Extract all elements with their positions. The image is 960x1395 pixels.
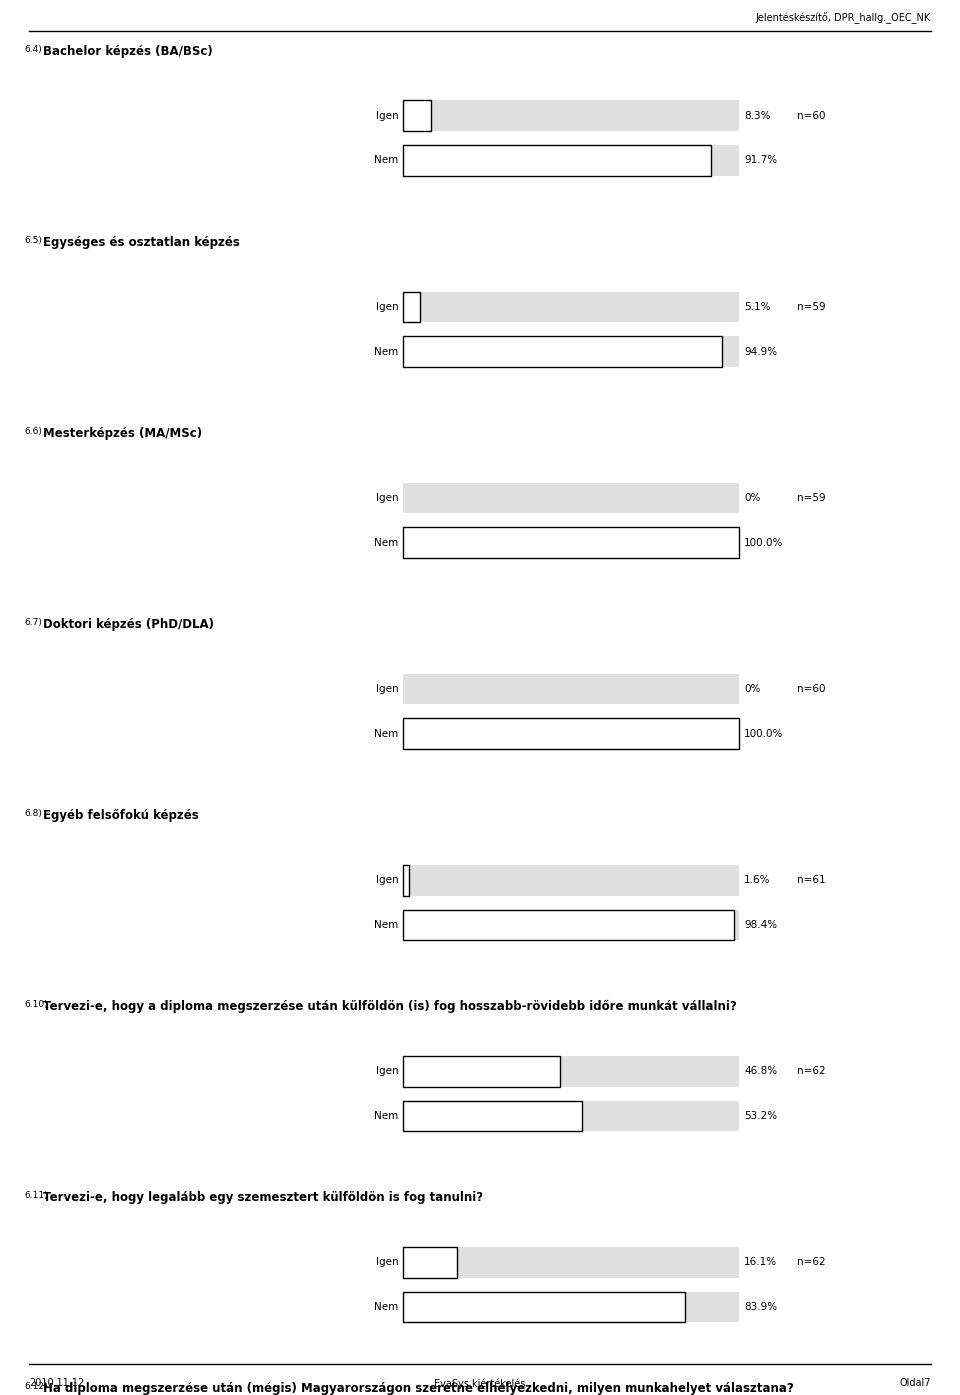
Text: Bachelor képzés (BA/BSc): Bachelor képzés (BA/BSc) — [43, 45, 213, 57]
Text: 2010.11.12: 2010.11.12 — [29, 1378, 84, 1388]
Text: 5.1%: 5.1% — [744, 301, 771, 312]
Text: n=60: n=60 — [797, 110, 826, 121]
Text: 83.9%: 83.9% — [744, 1302, 778, 1313]
Text: 98.4%: 98.4% — [744, 919, 778, 930]
Text: Doktori képzés (PhD/DLA): Doktori képzés (PhD/DLA) — [43, 618, 214, 631]
Text: Nem: Nem — [374, 537, 398, 548]
Text: 6.11): 6.11) — [24, 1191, 48, 1200]
Bar — [403, 336, 722, 367]
Bar — [403, 1292, 739, 1322]
Text: 6.7): 6.7) — [24, 618, 42, 626]
Bar — [403, 527, 739, 558]
Bar — [403, 718, 739, 749]
Text: Egységes és osztatlan képzés: Egységes és osztatlan képzés — [43, 236, 240, 248]
Text: Nem: Nem — [374, 346, 398, 357]
Bar — [403, 674, 739, 704]
Text: 6.10): 6.10) — [24, 1000, 48, 1009]
Text: n=59: n=59 — [797, 492, 826, 504]
Text: Nem: Nem — [374, 1110, 398, 1122]
Bar — [403, 1101, 582, 1131]
Bar — [403, 1292, 685, 1322]
Text: Nem: Nem — [374, 919, 398, 930]
Text: 94.9%: 94.9% — [744, 346, 778, 357]
Text: Igen: Igen — [375, 1257, 398, 1268]
Bar — [403, 1101, 739, 1131]
Text: Igen: Igen — [375, 301, 398, 312]
Text: 6.4): 6.4) — [24, 45, 41, 53]
Text: Igen: Igen — [375, 875, 398, 886]
Text: n=59: n=59 — [797, 301, 826, 312]
Text: Ha diploma megszerzése után (mégis) Magyarországon szeretne elhelyezkedni, milye: Ha diploma megszerzése után (mégis) Magy… — [43, 1382, 794, 1395]
Text: 6.5): 6.5) — [24, 236, 42, 244]
Bar — [403, 100, 431, 131]
Bar — [403, 910, 739, 940]
Text: n=60: n=60 — [797, 684, 826, 695]
Text: Jelentéskészítő, DPR_hallg._OEC_NK: Jelentéskészítő, DPR_hallg._OEC_NK — [756, 11, 931, 24]
Bar — [403, 910, 733, 940]
Bar — [403, 718, 739, 749]
Text: 100.0%: 100.0% — [744, 728, 783, 739]
Bar — [403, 336, 739, 367]
Text: Igen: Igen — [375, 492, 398, 504]
Bar — [403, 1247, 739, 1278]
Text: Igen: Igen — [375, 1066, 398, 1077]
Text: Tervezi-e, hogy legalább egy szemesztert külföldön is fog tanulni?: Tervezi-e, hogy legalább egy szemesztert… — [43, 1191, 483, 1204]
Text: Mesterképzés (MA/MSc): Mesterképzés (MA/MSc) — [43, 427, 203, 439]
Bar — [403, 145, 711, 176]
Text: n=61: n=61 — [797, 875, 826, 886]
Bar — [403, 292, 739, 322]
Text: 0%: 0% — [744, 492, 760, 504]
Text: 100.0%: 100.0% — [744, 537, 783, 548]
Text: Tervezi-e, hogy a diploma megszerzése után külföldön (is) fog hosszabb-rövidebb : Tervezi-e, hogy a diploma megszerzése ut… — [43, 1000, 737, 1013]
Bar — [403, 1247, 457, 1278]
Text: 6.12): 6.12) — [24, 1382, 47, 1391]
Text: 8.3%: 8.3% — [744, 110, 771, 121]
Text: n=62: n=62 — [797, 1066, 826, 1077]
Bar — [403, 145, 739, 176]
Text: Igen: Igen — [375, 684, 398, 695]
Text: Igen: Igen — [375, 110, 398, 121]
Text: EvaSys kiértékelés: EvaSys kiértékelés — [434, 1378, 526, 1389]
Text: 6.8): 6.8) — [24, 809, 42, 817]
Bar — [403, 100, 739, 131]
Text: 46.8%: 46.8% — [744, 1066, 778, 1077]
Bar — [403, 1056, 561, 1087]
Text: Nem: Nem — [374, 728, 398, 739]
Text: 0%: 0% — [744, 684, 760, 695]
Text: 6.6): 6.6) — [24, 427, 42, 435]
Text: 53.2%: 53.2% — [744, 1110, 778, 1122]
Text: 16.1%: 16.1% — [744, 1257, 778, 1268]
Bar — [403, 865, 739, 896]
Bar — [403, 1056, 739, 1087]
Text: Egyéb felsőfokú képzés: Egyéb felsőfokú képzés — [43, 809, 199, 822]
Text: 91.7%: 91.7% — [744, 155, 778, 166]
Bar — [403, 865, 409, 896]
Bar — [403, 527, 739, 558]
Text: Nem: Nem — [374, 1302, 398, 1313]
Text: Nem: Nem — [374, 155, 398, 166]
Bar — [403, 483, 739, 513]
Text: n=62: n=62 — [797, 1257, 826, 1268]
Bar — [403, 292, 420, 322]
Text: 1.6%: 1.6% — [744, 875, 771, 886]
Text: Oldal7: Oldal7 — [900, 1378, 931, 1388]
